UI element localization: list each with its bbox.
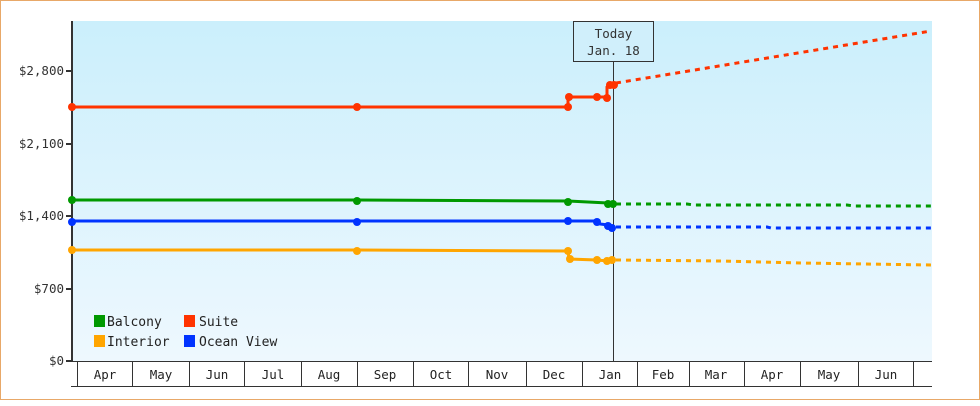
x-tick-label: May [150,367,173,382]
y-tick-label: $700 [34,281,64,296]
x-tick-label: Jul [262,367,285,382]
series-ocean-view [68,217,931,232]
x-tick-label: Jun [875,367,898,382]
x-tick-label: Feb [652,367,675,382]
series-interior [68,246,932,267]
legend-swatch-icon [94,315,105,327]
legend-swatch-icon [184,335,195,347]
series-suite [68,29,932,111]
legend-label: Suite [199,315,238,330]
x-tick-label: Dec [543,367,566,382]
today-label: Today [595,26,633,41]
legend-swatch-icon [94,335,105,347]
y-tick-label: $2,800 [19,63,64,78]
legend-item-interior[interactable]: Interior [94,335,170,350]
x-tick-label: Jun [206,367,229,382]
x-axis [71,361,932,387]
x-tick-label: Oct [430,367,453,382]
today-date: Jan. 18 [587,43,640,58]
legend-swatch-icon [184,315,195,327]
x-tick-label: May [818,367,841,382]
x-tick-label: Jan [599,367,622,382]
series-balcony [68,196,931,208]
x-tick-label: Apr [94,367,117,382]
x-tick-label: Sep [374,367,397,382]
x-tick-label: Apr [761,367,784,382]
legend-label: Ocean View [199,335,277,350]
today-label-box [573,21,654,62]
y-ticks: $0 $700 $1,400 $2,100 $2,800 [19,63,72,368]
legend-item-balcony[interactable]: Balcony [94,315,162,330]
plot-area [72,21,932,361]
x-tick-label: Aug [318,367,341,382]
legend: Balcony Suite Interior Ocean View [94,315,277,350]
x-tick-labels: Apr May Jun Jul Aug Sep Oct Nov Dec Jan … [94,367,898,382]
legend-item-ocean-view[interactable]: Ocean View [184,335,277,350]
y-tick-label: $1,400 [19,208,64,223]
x-tick-label: Mar [705,367,728,382]
x-tick-label: Nov [486,367,509,382]
y-tick-label: $0 [49,353,64,368]
y-tick-label: $2,100 [19,136,64,151]
legend-label: Interior [107,335,170,350]
legend-item-suite[interactable]: Suite [184,315,238,330]
legend-label: Balcony [107,315,162,330]
